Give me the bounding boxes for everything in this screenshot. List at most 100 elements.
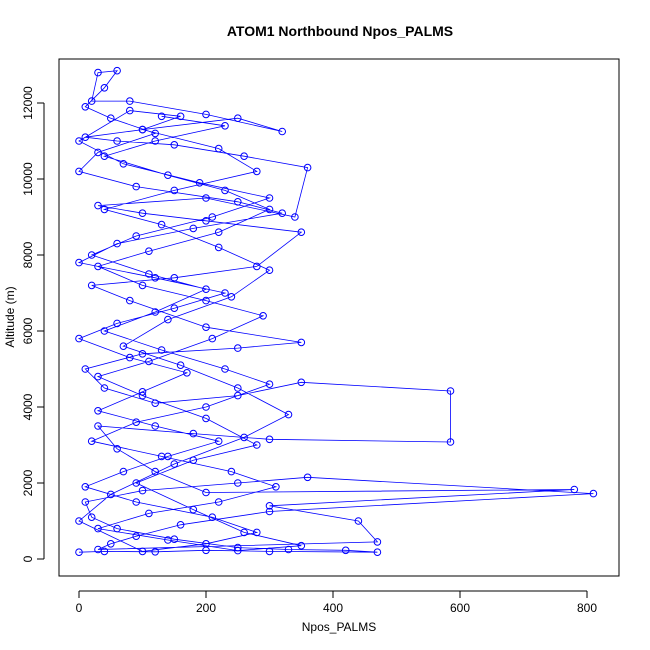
data-point: [87, 437, 96, 446]
data-point: [240, 152, 248, 160]
data-point: [208, 513, 217, 522]
data-point: [164, 315, 172, 324]
data-point: [265, 502, 274, 510]
data-point: [107, 114, 115, 122]
y-tick-label: 6000: [21, 317, 35, 344]
data-point: [113, 319, 121, 328]
data-point: [297, 541, 306, 550]
data-point: [81, 133, 90, 141]
data-point: [202, 323, 210, 332]
data-point: [265, 266, 274, 275]
data-point: [284, 410, 293, 419]
data-point: [107, 540, 115, 548]
data-point: [297, 228, 306, 236]
data-point: [570, 485, 579, 494]
data-point: [303, 163, 312, 172]
data-point: [100, 384, 109, 392]
data-point: [75, 548, 83, 557]
data-point: [126, 106, 134, 115]
data-point: [100, 84, 109, 92]
data-point: [113, 66, 121, 75]
data-point: [75, 258, 83, 267]
data-point: [234, 543, 242, 552]
data-point: [151, 399, 159, 408]
data-point: [202, 110, 210, 119]
data-point: [94, 407, 102, 415]
data-point: [151, 467, 159, 476]
data-point: [221, 289, 229, 297]
data-point: [297, 378, 306, 387]
data-point: [138, 281, 147, 290]
data-point: [446, 438, 455, 446]
data-point: [119, 160, 128, 168]
data-point: [75, 517, 83, 525]
data-point: [589, 489, 598, 498]
data-point: [151, 422, 159, 430]
data-point: [94, 68, 102, 77]
data-point: [151, 548, 159, 556]
data-point: [164, 171, 172, 179]
data-point: [354, 517, 363, 525]
data-point: [234, 198, 242, 206]
data-point: [113, 239, 121, 248]
data-point: [291, 213, 299, 221]
data-point: [138, 350, 147, 358]
data-point: [145, 509, 153, 518]
data-point: [265, 435, 274, 444]
data-point: [373, 538, 382, 546]
data-point: [94, 372, 102, 381]
data-point: [234, 344, 242, 352]
data-point: [195, 179, 204, 187]
data-point: [265, 380, 274, 389]
data-point: [278, 127, 287, 136]
data-point: [94, 545, 102, 554]
data-point: [100, 205, 109, 214]
data-point: [81, 365, 90, 373]
data-point: [303, 473, 312, 482]
data-point: [176, 112, 185, 121]
data-point: [119, 342, 128, 351]
data-point: [252, 167, 261, 176]
data-point: [94, 201, 102, 210]
x-tick-label: 600: [450, 601, 470, 615]
data-point: [81, 498, 90, 506]
data-point: [145, 270, 153, 278]
plot-frame: [58, 58, 620, 577]
data-point: [138, 547, 147, 556]
data-point: [240, 528, 248, 537]
data-point: [259, 312, 267, 320]
data-point: [214, 228, 223, 236]
data-point: [252, 441, 261, 449]
data-point: [170, 460, 179, 468]
data-point: [227, 293, 236, 301]
data-point: [100, 152, 109, 160]
chart-title: ATOM1 Northbound Npos_PALMS: [227, 23, 453, 39]
data-point: [214, 498, 223, 506]
data-point: [202, 488, 210, 497]
data-point: [87, 251, 96, 259]
data-point: [170, 304, 179, 313]
y-axis: 0 2000 4000 6000 8000 10000 12000: [21, 86, 45, 562]
data-point: [138, 209, 147, 217]
data-point: [151, 129, 159, 138]
data-point: [221, 365, 229, 373]
data-point: [221, 122, 229, 130]
data-point: [75, 137, 83, 145]
data-point: [100, 327, 109, 335]
data-point: [138, 388, 147, 396]
data-point: [227, 467, 236, 476]
data-point: [75, 167, 83, 176]
data-point: [157, 220, 166, 229]
data-point: [87, 97, 96, 105]
x-axis: 0 200 400 600 800: [76, 590, 597, 615]
data-point: [151, 274, 159, 282]
data-point: [234, 384, 242, 392]
data-point: [234, 114, 242, 122]
data-point: [170, 274, 179, 282]
data-point: [176, 521, 185, 529]
data-point: [176, 361, 185, 370]
data-point: [265, 194, 274, 202]
data-point: [113, 137, 121, 145]
data-point: [234, 546, 242, 555]
data-point: [132, 532, 140, 541]
